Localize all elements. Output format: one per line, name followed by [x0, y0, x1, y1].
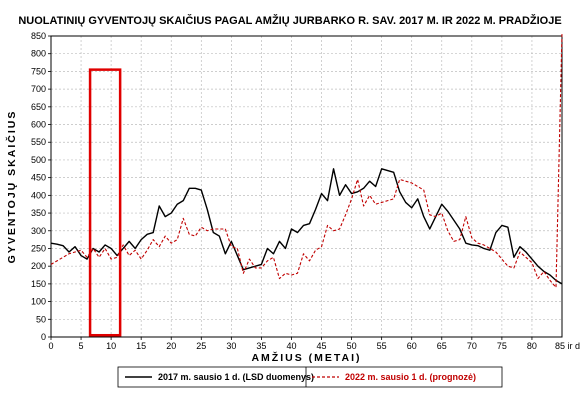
y-tick-label: 200 — [31, 261, 46, 271]
y-tick-label: 250 — [31, 243, 46, 253]
x-tick-label: 20 — [166, 341, 176, 351]
chart-title: NUOLATINIŲ GYVENTOJŲ SKAIČIUS PAGAL AMŽI… — [18, 14, 561, 27]
y-tick-label: 650 — [31, 102, 46, 112]
x-tick-label: 0 — [48, 341, 53, 351]
y-tick-label: 700 — [31, 84, 46, 94]
x-tick-label-last: 85 ir dg. — [555, 341, 580, 351]
x-tick-label: 25 — [196, 341, 206, 351]
x-tick-label: 5 — [79, 341, 84, 351]
y-tick-label: 800 — [31, 49, 46, 59]
y-tick-label: 100 — [31, 297, 46, 307]
y-tick-label: 750 — [31, 66, 46, 76]
x-tick-label: 35 — [256, 341, 266, 351]
x-tick-label: 75 — [497, 341, 507, 351]
plot-frame — [50, 35, 563, 338]
series-line-2022 — [50, 32, 563, 288]
x-tick-label: 70 — [467, 341, 477, 351]
legend: 2017 m. sausio 1 d. (LSD duomenys) 2022 … — [117, 366, 503, 388]
y-tick-label: 450 — [31, 173, 46, 183]
y-tick-label: 400 — [31, 190, 46, 200]
x-tick-label: 60 — [407, 341, 417, 351]
y-tick-label: 150 — [31, 279, 46, 289]
y-tick-label: 550 — [31, 137, 46, 147]
y-tick-label: 0 — [41, 332, 46, 342]
x-tick-label: 40 — [286, 341, 296, 351]
x-axis-label: AMŽIUS (METAI) — [251, 351, 361, 364]
y-axis-label: GYVENTOJŲ SKAIČIUS — [5, 110, 18, 264]
legend-frame — [117, 366, 503, 388]
highlight-box — [88, 68, 122, 337]
x-tick-label: 10 — [106, 341, 116, 351]
grid — [51, 36, 562, 337]
x-tick-label: 55 — [377, 341, 387, 351]
x-tick-label: 30 — [226, 341, 236, 351]
y-axis-ticks: 0 50 100 150 200 250 300 350 400 450 500 550 600 650 7… — [31, 31, 51, 342]
legend-entry-2022: 2022 m. sausio 1 d. (prognozė) — [345, 372, 476, 382]
y-tick-label: 300 — [31, 226, 46, 236]
y-tick-label: 600 — [31, 120, 46, 130]
x-axis-ticks: 0 5 10 15 20 25 30 35 40 45 50 55 60 65 70 75 80 85 ir dg… — [48, 337, 580, 351]
series-lines — [50, 32, 563, 288]
legend-entry-2017: 2017 m. sausio 1 d. (LSD duomenys) — [158, 372, 314, 382]
x-tick-label: 80 — [527, 341, 537, 351]
x-tick-label: 15 — [136, 341, 146, 351]
y-tick-label: 850 — [31, 31, 46, 41]
y-tick-label: 50 — [36, 314, 46, 324]
x-tick-label: 65 — [437, 341, 447, 351]
y-tick-label: 350 — [31, 208, 46, 218]
series-line-2017 — [50, 168, 563, 285]
x-tick-label: 45 — [317, 341, 327, 351]
x-tick-label: 50 — [347, 341, 357, 351]
y-tick-label: 500 — [31, 155, 46, 165]
